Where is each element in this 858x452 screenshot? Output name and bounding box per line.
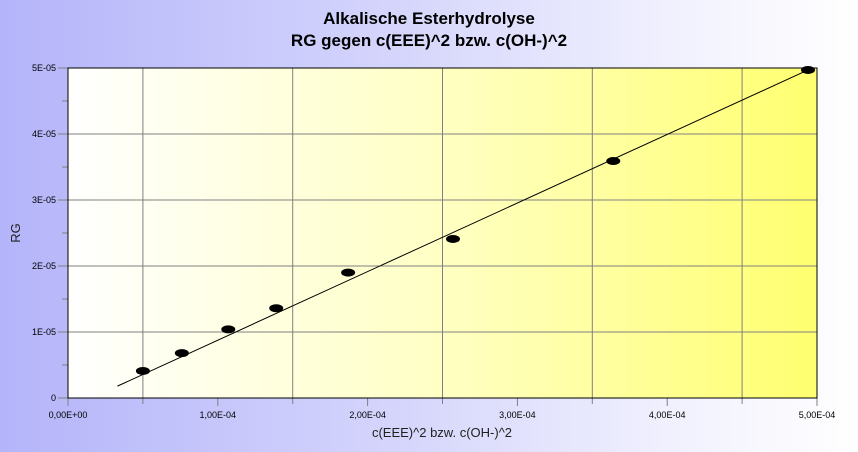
data-point — [174, 349, 189, 358]
y-tick-label: 2E-05 — [32, 261, 56, 271]
y-tick-label: 4E-05 — [32, 129, 56, 139]
data-point — [221, 325, 236, 334]
data-point — [445, 234, 460, 243]
y-tick-label: 1E-05 — [32, 327, 56, 337]
chart-title: Alkalische Esterhydrolyse RG gegen c(EEE… — [0, 8, 858, 52]
x-tick-label: 0,00E+00 — [49, 410, 88, 420]
data-point — [269, 304, 284, 313]
data-point — [341, 268, 356, 277]
x-tick-label: 3,00E-04 — [499, 410, 536, 420]
y-tick-label: 0 — [51, 393, 56, 403]
y-tick-label: 5E-05 — [32, 63, 56, 73]
y-axis-label: RG — [8, 223, 23, 243]
x-tick-label: 4,00E-04 — [649, 410, 686, 420]
x-axis-label: c(EEE)^2 bzw. c(OH-)^2 — [372, 425, 512, 440]
data-point — [135, 366, 150, 375]
plot-border — [67, 67, 818, 399]
data-point — [801, 65, 816, 74]
y-tick-label: 3E-05 — [32, 195, 56, 205]
trendline — [117, 69, 809, 387]
title-line-2: RG gegen c(EEE)^2 bzw. c(OH-)^2 — [290, 31, 568, 50]
x-tick-label: 5,00E-04 — [799, 410, 836, 420]
title-line-1: Alkalische Esterhydrolyse — [323, 9, 535, 28]
x-tick-label: 1,00E-04 — [200, 410, 237, 420]
x-tick-label: 2,00E-04 — [349, 410, 386, 420]
data-point — [606, 157, 621, 166]
